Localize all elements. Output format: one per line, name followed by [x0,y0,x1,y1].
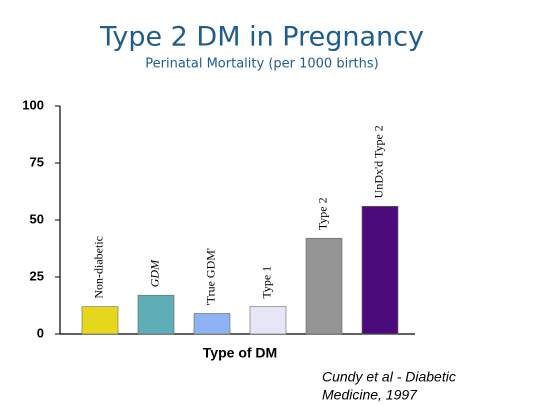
y-tick-label: 50 [30,211,44,226]
y-tick-label: 0 [37,325,44,340]
y-tick-label: 25 [30,268,44,283]
bar [361,206,399,335]
bar [81,306,119,335]
bar [137,294,175,335]
x-axis-label: Type of DM [203,345,277,361]
bar [249,306,287,335]
category-label: UnDx'd Type 2 [372,125,386,198]
annotation: Cundy et al - Diabetic [322,369,456,385]
bar [305,237,343,335]
category-label: 'True GDM' [204,248,218,306]
y-tick-label: 100 [22,97,44,112]
category-label: GDM [148,259,162,287]
chart-title: Type 2 DM in Pregnancy [99,22,424,53]
annotation: Medicine, 1997 [322,387,418,403]
y-tick-label: 75 [30,154,44,169]
chart-subtitle: Perinatal Mortality (per 1000 births) [145,57,378,72]
category-label: Non-diabetic [92,236,106,299]
category-label: Type 2 [316,197,330,230]
category-label: Type 1 [260,266,274,299]
bar [193,313,231,335]
